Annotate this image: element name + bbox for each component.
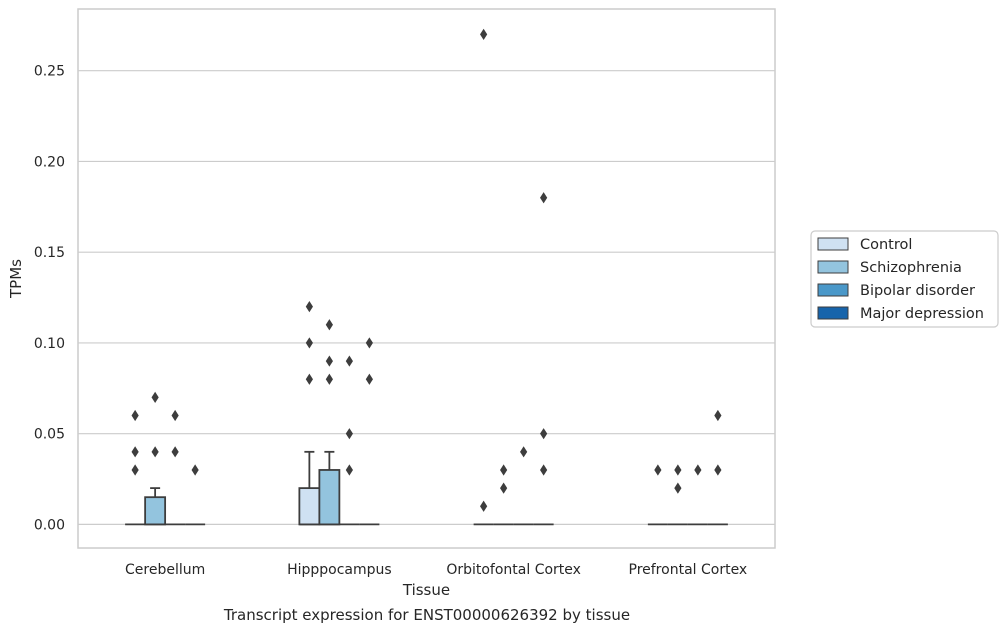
outlier-point — [131, 464, 139, 476]
outlier-point — [540, 428, 548, 440]
outlier-point — [480, 500, 488, 512]
legend-swatch — [817, 237, 849, 251]
outlier-point — [540, 464, 548, 476]
chart-caption: Transcript expression for ENST0000062639… — [223, 606, 631, 624]
outlier-point — [305, 337, 313, 349]
plot-frame — [77, 8, 776, 549]
box — [144, 496, 167, 526]
y-tick-label: 0.20 — [34, 154, 65, 170]
outlier-point — [694, 464, 702, 476]
x-tick-label: Orbitofontal Cortex — [446, 562, 581, 578]
y-axis-label: TPMs — [7, 259, 25, 299]
outlier-point — [171, 409, 179, 422]
legend-frame — [810, 230, 999, 328]
outlier-point — [540, 192, 548, 204]
y-tick-label: 0.15 — [34, 245, 65, 261]
outlier-point — [365, 373, 373, 385]
outlier-point — [674, 482, 682, 494]
outlier-point — [151, 446, 159, 458]
outlier-point — [305, 373, 313, 385]
outlier-point — [345, 464, 353, 476]
outlier-point — [171, 446, 179, 458]
box — [318, 469, 341, 526]
legend-label: Control — [860, 237, 912, 253]
outlier-point — [345, 428, 353, 440]
y-tick-label: 0.00 — [34, 517, 65, 533]
legend-swatch — [817, 283, 849, 297]
outlier-point — [674, 464, 682, 476]
outlier-point — [480, 28, 488, 41]
legend-swatch — [817, 306, 849, 320]
outlier-point — [305, 301, 313, 313]
outlier-point — [714, 409, 722, 422]
y-tick-label: 0.05 — [34, 427, 65, 443]
outlier-point — [654, 464, 662, 476]
legend-label: Bipolar disorder — [860, 283, 975, 299]
legend-swatch — [817, 260, 849, 274]
legend-label: Major depression — [860, 306, 984, 322]
outlier-point — [191, 464, 199, 476]
y-tick-label: 0.25 — [34, 64, 65, 80]
y-tick-label: 0.10 — [34, 336, 65, 352]
outlier-point — [325, 319, 333, 331]
x-tick-label: Cerebellum — [125, 562, 205, 578]
outlier-point — [131, 446, 139, 458]
outlier-point — [365, 337, 373, 349]
box — [298, 487, 321, 526]
x-axis-label: Tissue — [402, 581, 450, 599]
outlier-point — [500, 464, 508, 476]
outlier-point — [500, 482, 508, 494]
outlier-point — [325, 373, 333, 385]
legend-label: Schizophrenia — [860, 260, 962, 276]
outlier-point — [520, 446, 528, 458]
outlier-point — [151, 391, 159, 403]
outlier-point — [131, 409, 139, 422]
outlier-point — [714, 464, 722, 476]
x-tick-label: Prefrontal Cortex — [629, 562, 748, 578]
x-tick-label: Hipppocampus — [287, 562, 392, 578]
outlier-point — [325, 355, 333, 367]
outlier-point — [345, 355, 353, 367]
